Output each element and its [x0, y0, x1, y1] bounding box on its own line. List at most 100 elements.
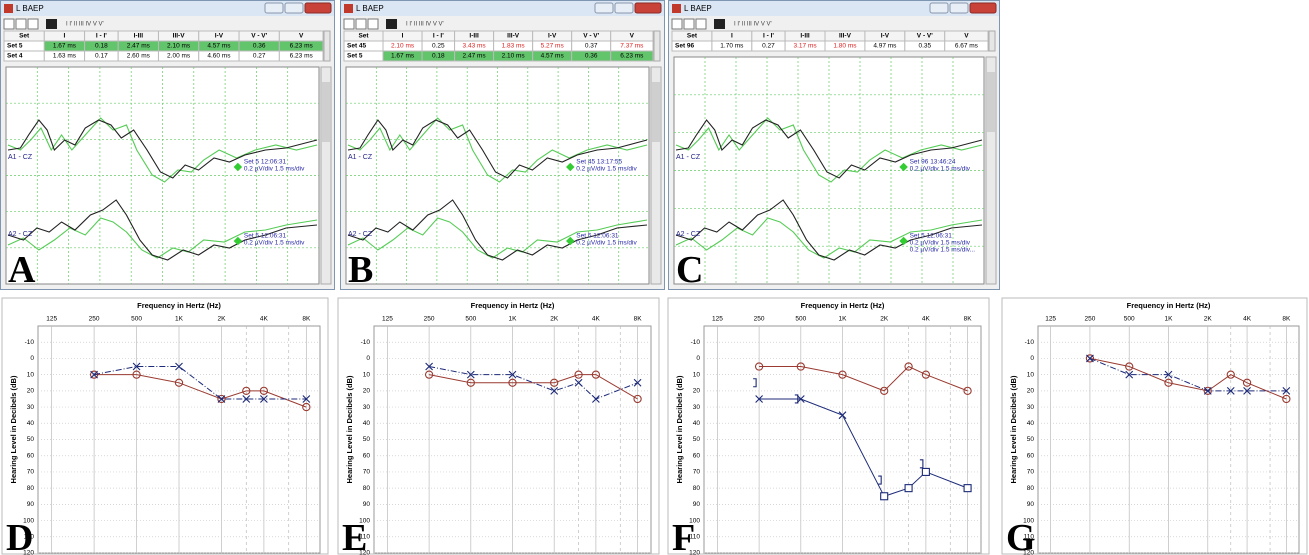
trace-annotation: 0.2 µV/div 1.5 ms/div [910, 166, 971, 173]
chart-frame [668, 298, 989, 554]
trace-annotation: 0.2 µV/div 1.5 ms/div [244, 166, 305, 173]
close-button[interactable] [305, 3, 331, 13]
window-button [595, 3, 613, 13]
marker-square [922, 468, 929, 475]
table-value: 6.67 ms [955, 43, 979, 50]
y-tick-label: -10 [361, 339, 371, 346]
x-tick-label: 1K [175, 316, 184, 323]
zoom-button[interactable] [356, 19, 366, 29]
table-value: 0.35 [918, 43, 931, 50]
trace-label: A1 - CZ [676, 154, 701, 161]
y-tick-label: 40 [693, 420, 701, 427]
x-tick-label: 8K [302, 316, 311, 323]
y-tick-label: 30 [1027, 404, 1035, 411]
x-tick-label: 2K [217, 316, 226, 323]
y-tick-label: 40 [27, 420, 35, 427]
trace-annotation: 0.2 µV/div 1.5 ms/div [576, 166, 637, 173]
y-tick-label: 80 [1027, 485, 1035, 492]
table-header: I-V [215, 33, 224, 40]
table-header: V - V' [583, 33, 599, 40]
y-tick-label: 30 [363, 404, 371, 411]
y-tick-label: -10 [1025, 339, 1035, 346]
table-value: 1.67 ms [53, 43, 77, 50]
window-button [950, 3, 968, 13]
zoom-button[interactable] [672, 19, 682, 29]
zoom-button[interactable] [28, 19, 38, 29]
y-tick-label: 40 [1027, 420, 1035, 427]
table-header: Set [358, 33, 369, 40]
x-tick-label: 1K [1165, 316, 1174, 323]
x-tick-label: 8K [1282, 316, 1291, 323]
x-tick-label: 125 [382, 316, 393, 323]
zoom-button[interactable] [368, 19, 378, 29]
y-tick-label: 0 [696, 355, 700, 362]
table-header: III-V [507, 33, 520, 40]
scroll-thumb [987, 72, 995, 132]
table-value: Set 5 [347, 53, 363, 60]
table-value: 0.36 [253, 43, 266, 50]
chart-title: Frequency in Hertz (Hz) [137, 301, 221, 310]
table-value: 6.23 ms [290, 43, 314, 50]
table-header: V [964, 33, 969, 40]
y-tick-label: 10 [363, 371, 371, 378]
window-button [930, 3, 948, 13]
table-header: III-V [839, 33, 852, 40]
y-tick-label: 90 [693, 501, 701, 508]
table-scrollbar [654, 31, 660, 61]
table-value: 4.57 ms [207, 43, 231, 50]
chart-frame [2, 298, 328, 554]
y-tick-label: 80 [363, 485, 371, 492]
y-tick-label: 50 [693, 436, 701, 443]
y-tick-label: 50 [363, 436, 371, 443]
trace-label: A2 - CZ [348, 231, 373, 238]
x-tick-label: 500 [1124, 316, 1135, 323]
y-tick-label: 20 [363, 388, 371, 395]
y-tick-label: 70 [1027, 469, 1035, 476]
window-title: L BAEP [356, 4, 384, 13]
marker-square [905, 485, 912, 492]
zoom-button[interactable] [344, 19, 354, 29]
table-header: III-V [173, 33, 186, 40]
y-tick-label: 10 [1027, 371, 1035, 378]
table-header: I - I' [96, 33, 107, 40]
zoom-button[interactable] [16, 19, 26, 29]
x-tick-label: 8K [964, 316, 973, 323]
table-header: V - V' [917, 33, 933, 40]
x-tick-label: 125 [712, 316, 723, 323]
table-value: 0.27 [762, 43, 775, 50]
table-value: Set 4 [7, 53, 23, 60]
y-axis-label: Hearing Level in Decibels (dB) [675, 375, 684, 483]
y-axis-label: Hearing Level in Decibels (dB) [1009, 375, 1018, 483]
zoom-button[interactable] [696, 19, 706, 29]
table-value: 0.25 [432, 43, 445, 50]
trace-annotation: Set 5 12:06:31 [244, 159, 287, 166]
table-value: 4.57 ms [541, 53, 565, 60]
table-value: 1.83 ms [502, 43, 526, 50]
zoom-button[interactable] [4, 19, 14, 29]
y-tick-label: -10 [691, 339, 701, 346]
table-header: Set [687, 33, 698, 40]
y-tick-label: 40 [363, 420, 371, 427]
x-tick-label: 125 [46, 316, 57, 323]
close-button[interactable] [635, 3, 661, 13]
app-icon [4, 4, 13, 13]
y-axis-label: Hearing Level in Decibels (dB) [9, 375, 18, 483]
table-header: I-V [881, 33, 890, 40]
y-tick-label: 60 [27, 452, 35, 459]
trace-annotation: 0.2 µV/div 1.5 ms/div [244, 240, 305, 247]
table-value: Set 45 [347, 43, 367, 50]
toolbar-icon [386, 19, 397, 29]
y-tick-label: 0 [30, 355, 34, 362]
figure: L BAEPI I' II III IV V V'SetII - I'I-III… [0, 0, 1309, 555]
zoom-button[interactable] [684, 19, 694, 29]
chart-frame [1002, 298, 1307, 554]
table-value: 4.97 ms [873, 43, 897, 50]
table-value: 5.27 ms [541, 43, 565, 50]
table-header: I - I' [763, 33, 774, 40]
window-title: L BAEP [684, 4, 712, 13]
close-button[interactable] [970, 3, 996, 13]
x-tick-label: 4K [592, 316, 601, 323]
table-header: V - V' [251, 33, 267, 40]
x-tick-label: 2K [1204, 316, 1213, 323]
